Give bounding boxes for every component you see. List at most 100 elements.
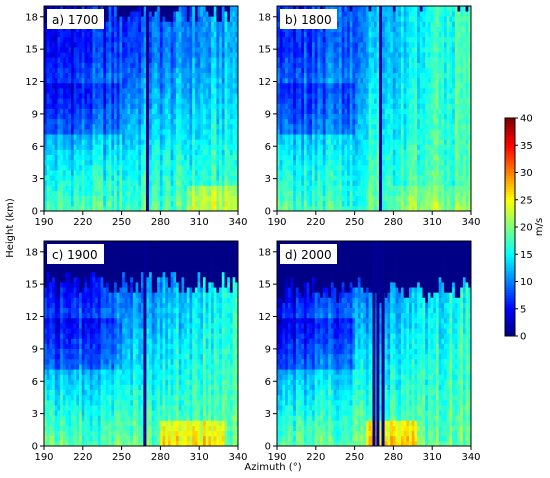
heatmap-cell [277, 185, 281, 191]
heatmap-cell [376, 57, 380, 63]
heatmap-cell [406, 118, 410, 125]
heatmap-cell [306, 26, 310, 33]
heatmap-cell [124, 190, 128, 197]
heatmap-cell [116, 47, 120, 53]
heatmap-cell [368, 6, 372, 12]
heatmap-cell [229, 129, 234, 135]
heatmap-cell [387, 129, 391, 135]
heatmap-cell [328, 82, 332, 89]
heatmap-cell [322, 82, 326, 89]
heatmap-cell [60, 67, 64, 74]
heatmap-cell [298, 62, 302, 68]
heatmap-cell [79, 144, 83, 150]
heatmap-cell [390, 82, 394, 89]
heatmap-cell [124, 205, 128, 212]
heatmap-cell [151, 6, 155, 12]
heatmap-cell [336, 154, 340, 161]
heatmap-cell [382, 134, 386, 140]
heatmap-cell [151, 190, 155, 197]
heatmap-cell [336, 190, 340, 197]
heatmap-cell [409, 195, 413, 202]
heatmap-cell [192, 123, 196, 130]
heatmap-cell [95, 200, 99, 207]
heatmap-cell [374, 139, 378, 145]
heatmap-cell [208, 6, 212, 12]
heatmap-cell [374, 175, 378, 181]
heatmap-cell [159, 144, 163, 150]
heatmap-cell [192, 41, 196, 48]
heatmap-cell [360, 149, 364, 156]
heatmap-cell [154, 159, 158, 166]
heatmap-cell [89, 103, 93, 109]
heatmap-cell [409, 164, 413, 171]
heatmap-cell [347, 16, 351, 22]
heatmap-cell [141, 47, 145, 53]
x-axis-label: Azimuth (°) [244, 462, 301, 473]
heatmap-cell [173, 144, 177, 150]
heatmap-cell [127, 180, 131, 186]
heatmap-cell [371, 195, 375, 202]
heatmap-cell [65, 118, 69, 125]
heatmap-cell [170, 47, 174, 53]
heatmap-cell [119, 72, 123, 79]
heatmap-cell [130, 175, 134, 181]
heatmap-cell [285, 67, 289, 74]
heatmap-cell [186, 57, 190, 63]
heatmap-cell [232, 113, 236, 120]
heatmap-cell [76, 113, 80, 120]
heatmap-cell [165, 154, 169, 161]
heatmap-cell [395, 41, 399, 48]
heatmap-cell [157, 88, 161, 94]
heatmap-cell [114, 134, 118, 140]
heatmap-cell [46, 123, 50, 130]
heatmap-cell [355, 139, 359, 145]
heatmap-cell [298, 144, 302, 150]
heatmap-cell [108, 180, 112, 186]
heatmap-cell [341, 21, 345, 27]
heatmap-cell [400, 72, 405, 79]
heatmap-cell [124, 93, 128, 99]
heatmap-cell [73, 205, 77, 212]
heatmap-cell [392, 154, 396, 161]
heatmap-cell [287, 52, 291, 58]
heatmap-cell [352, 11, 356, 17]
heatmap-cell [54, 82, 58, 89]
heatmap-cell [103, 144, 107, 150]
heatmap-cell [344, 26, 348, 33]
heatmap-cell [92, 190, 96, 197]
heatmap-cell [224, 195, 228, 202]
heatmap-cell [409, 41, 413, 48]
heatmap-cell [141, 159, 145, 166]
heatmap-cell [119, 205, 123, 212]
heatmap-cell [192, 72, 196, 79]
heatmap-cell [141, 205, 145, 212]
heatmap-cell [135, 47, 139, 53]
heatmap-cell [124, 164, 128, 171]
heatmap-cell [211, 103, 215, 109]
heatmap-cell [119, 21, 123, 27]
heatmap-cell [44, 72, 48, 79]
heatmap-cell [65, 47, 69, 53]
heatmap-cell [216, 6, 220, 12]
heatmap-cell [192, 36, 196, 43]
heatmap-cell [84, 195, 88, 202]
heatmap-cell [197, 26, 201, 33]
heatmap-cell [216, 195, 220, 202]
heatmap-cell [384, 175, 388, 181]
heatmap-cell [328, 6, 332, 12]
heatmap-cell [178, 129, 182, 135]
heatmap-cell [97, 108, 101, 115]
heatmap-cell [312, 190, 316, 197]
heatmap-cell [154, 21, 158, 27]
heatmap-cell [154, 134, 158, 140]
heatmap-cell [227, 123, 231, 130]
heatmap-cell [298, 113, 302, 120]
heatmap-cell [290, 195, 294, 202]
heatmap-cell [285, 154, 289, 161]
heatmap-cell [312, 72, 316, 79]
heatmap-cell [108, 103, 112, 109]
heatmap-cell [282, 72, 286, 79]
heatmap-cell [317, 129, 321, 135]
heatmap-cell [49, 41, 53, 48]
heatmap-cell [211, 129, 215, 135]
